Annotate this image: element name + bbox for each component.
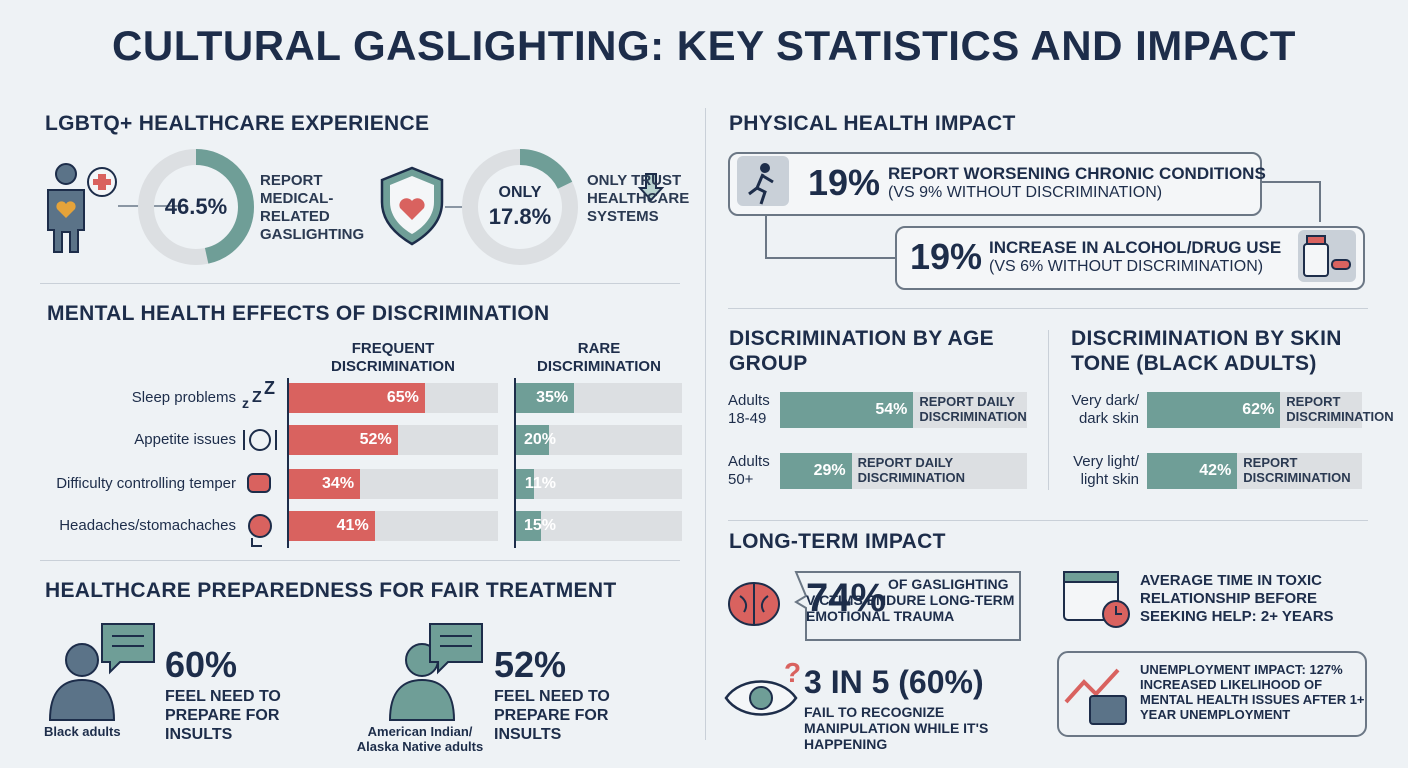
divider — [40, 560, 680, 561]
bar — [289, 511, 375, 541]
stat: 19% — [910, 236, 983, 277]
divider — [40, 283, 680, 284]
value-label: 52% — [359, 431, 392, 448]
divider — [1048, 330, 1049, 490]
section-heading: LGBTQ+ HEALTHCARE EXPERIENCE — [45, 112, 430, 135]
section-heading: DISCRIMINATION BY AGE GROUP — [729, 327, 994, 375]
value-label: 34% — [322, 475, 355, 492]
group-name: Black adults — [44, 724, 121, 739]
stat: 60% — [165, 644, 238, 685]
person-icon — [47, 163, 185, 253]
annotation: REPORT DAILY DISCRIMINATION — [857, 455, 965, 485]
stat-text: FEEL NEED TO PREPARE FOR INSULTS — [494, 688, 610, 743]
person-icon — [737, 156, 789, 206]
donut-label: 17.8% — [488, 204, 552, 229]
donut-arc — [462, 149, 578, 265]
bar — [780, 392, 914, 428]
stat-box — [895, 226, 1365, 290]
medicine-icon — [1298, 230, 1356, 282]
category-label: Adults 50+ — [728, 453, 770, 488]
divider — [728, 308, 1368, 309]
bar — [516, 383, 575, 413]
section-heading: DISCRIMINATION BY SKIN TONE (BLACK ADULT… — [1071, 327, 1342, 375]
title: CULTURAL GASLIGHTING: KEY STATISTICS AND… — [112, 22, 1296, 69]
bar — [1147, 453, 1238, 489]
section-heading: HEALTHCARE PREPAREDNESS FOR FAIR TREATME… — [45, 579, 617, 602]
long-term-icons: ? — [724, 571, 1367, 737]
bar — [516, 511, 541, 541]
divider — [728, 520, 1368, 521]
value-label: 54% — [875, 401, 908, 418]
annotation: REPORT DISCRIMINATION — [1243, 455, 1351, 485]
stat-note: (VS 9% WITHOUT DISCRIMINATION) — [888, 184, 1163, 201]
connectors — [765, 181, 1321, 259]
category-label: Sleep problems — [131, 389, 236, 406]
stat: 3 IN 5 (60%) — [804, 664, 984, 700]
value-label: 65% — [386, 389, 419, 406]
bar — [1147, 392, 1281, 428]
series-name: RARE DISCRIMINATION — [537, 340, 661, 375]
svg-text:?: ? — [784, 657, 801, 688]
stat-text: OF GASLIGHTING VICTIMS ENDURE LONG-TERM … — [806, 576, 1015, 624]
bar — [780, 453, 852, 489]
value-label: 20% — [523, 431, 556, 448]
stat-text: REPORT MEDICAL-RELATED GASLIGHTING — [260, 172, 365, 243]
group-name: American Indian/ Alaska Native adults — [356, 724, 484, 754]
value-label: 41% — [336, 517, 369, 534]
axis-line — [287, 378, 289, 548]
stat-text: FEEL NEED TO PREPARE FOR INSULTS — [165, 688, 281, 743]
stat-box — [728, 152, 1262, 216]
stat-text: UNEMPLOYMENT IMPACT: 127% INCREASED LIKE… — [1140, 662, 1365, 722]
value-label: 35% — [536, 389, 569, 406]
stat-text: INCREASE IN ALCOHOL/DRUG USE — [989, 238, 1282, 257]
stat-text: REPORT WORSENING CHRONIC CONDITIONS — [888, 164, 1266, 183]
section-heading: PHYSICAL HEALTH IMPACT — [729, 112, 1016, 135]
stat: 74% — [806, 576, 887, 620]
section-heading: LONG-TERM IMPACT — [729, 530, 946, 553]
bar — [516, 469, 535, 499]
stat-text: AVERAGE TIME IN TOXIC RELATIONSHIP BEFOR… — [1140, 572, 1334, 625]
stat-text: ONLY TRUST HEALTHCARE SYSTEMS — [587, 172, 690, 225]
bar — [289, 425, 398, 455]
donut-label: 46.5% — [164, 194, 228, 219]
bar-track — [516, 511, 682, 541]
value-label: 29% — [813, 462, 846, 479]
stat: 19% — [808, 162, 881, 203]
value-label: 11% — [524, 475, 556, 492]
svg-text:Z: Z — [252, 389, 262, 406]
people-icons — [48, 623, 483, 721]
category-label: Difficulty controlling temper — [56, 475, 236, 492]
section-heading: MENTAL HEALTH EFFECTS OF DISCRIMINATION — [47, 302, 550, 325]
svg-text:Z: Z — [264, 378, 275, 398]
category-label: Adults 18-49 — [728, 392, 770, 427]
stat-text: FAIL TO RECOGNIZE MANIPULATION WHILE IT'… — [804, 704, 989, 752]
annotation: REPORT DISCRIMINATION — [1286, 394, 1394, 424]
category-label: Very light/ light skin — [1073, 453, 1139, 488]
axis-line — [514, 378, 516, 548]
category-label: Appetite issues — [134, 431, 236, 448]
svg-text:z: z — [242, 395, 249, 411]
divider — [705, 108, 706, 740]
donut-charts — [138, 149, 665, 265]
category-label: Headaches/stomachaches — [59, 517, 236, 534]
value-label: 62% — [1242, 401, 1275, 418]
category-label: Very dark/ dark skin — [1071, 392, 1139, 427]
donut-prefix: ONLY — [498, 184, 542, 201]
donut-arc — [138, 149, 254, 265]
value-label: 42% — [1199, 462, 1232, 479]
stat: 52% — [494, 644, 567, 685]
bar — [516, 425, 550, 455]
bar — [289, 383, 425, 413]
annotation: REPORT DAILY DISCRIMINATION — [919, 394, 1027, 424]
series-name: FREQUENT DISCRIMINATION — [331, 340, 455, 375]
stat-note: (VS 6% WITHOUT DISCRIMINATION) — [989, 258, 1264, 275]
value-label: 15% — [523, 517, 556, 534]
bar — [289, 469, 361, 499]
bar-track — [516, 469, 682, 499]
